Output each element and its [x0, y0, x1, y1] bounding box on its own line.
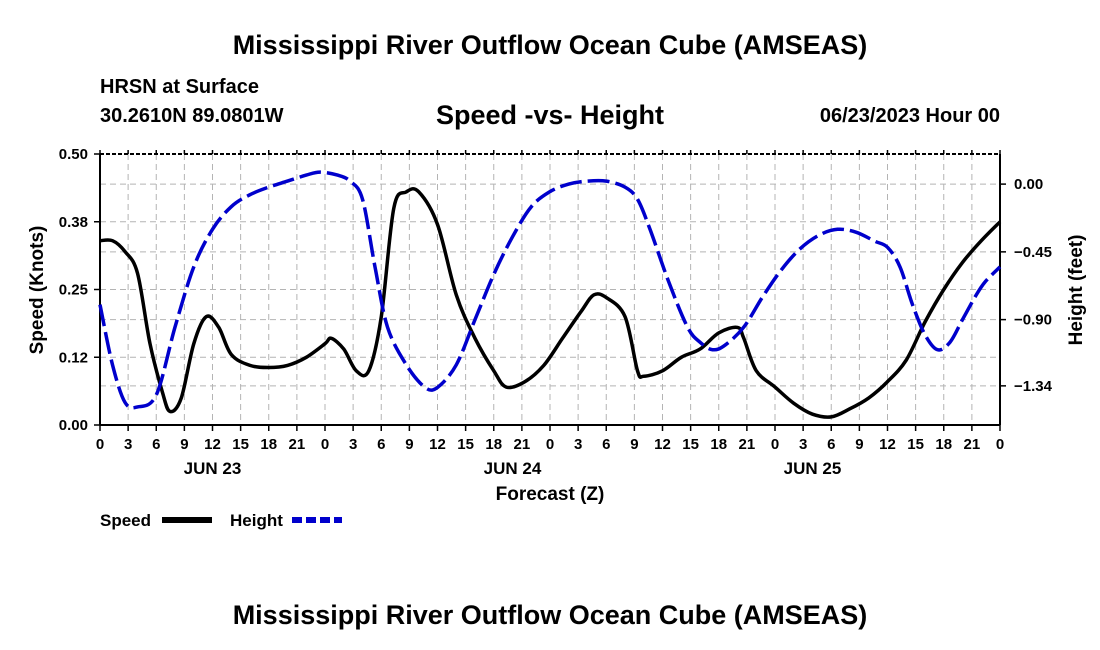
- x-tick-label: 6: [602, 436, 610, 453]
- x-tick-label: 0: [771, 436, 779, 453]
- x-tick-label: 0: [546, 436, 554, 453]
- x-tick-label: 12: [654, 436, 671, 453]
- x-day-label: JUN 24: [484, 459, 542, 478]
- x-tick-label: 0: [996, 436, 1004, 453]
- y-right-tick-label: −1.34: [1014, 378, 1053, 395]
- y-left-tick-label: 0.50: [59, 146, 88, 163]
- x-day-label: JUN 25: [784, 459, 842, 478]
- x-tick-label: 6: [377, 436, 385, 453]
- x-tick-label: 15: [232, 436, 249, 453]
- x-tick-label: 3: [799, 436, 807, 453]
- legend-height-label: Height: [230, 511, 283, 530]
- grid: [100, 154, 1000, 425]
- y-right-tick-label: 0.00: [1014, 176, 1043, 193]
- x-axis-label: Forecast (Z): [496, 484, 605, 505]
- x-tick-label: 0: [96, 436, 104, 453]
- x-tick-label: 15: [457, 436, 474, 453]
- chart-subtitle: Speed -vs- Height: [435, 100, 665, 130]
- x-tick-label: 15: [682, 436, 699, 453]
- series-layer: [98, 170, 1002, 419]
- legend-speed-label: Speed: [100, 511, 151, 530]
- height-series-line: [98, 170, 1002, 410]
- x-tick-label: 3: [349, 436, 357, 453]
- y-axis-right-label: Height (feet): [1066, 235, 1087, 346]
- x-tick-label: 9: [180, 436, 188, 453]
- x-tick-label: 15: [907, 436, 924, 453]
- x-tick-label: 6: [827, 436, 835, 453]
- forecast-datestamp: 06/23/2023 Hour 00: [819, 105, 1000, 127]
- y-right-tick-label: −0.90: [1014, 312, 1052, 329]
- y-left-tick-label: 0.00: [59, 417, 88, 434]
- axes: 0 3 6 9 12 15 18 21 0 3 6 9 12 15 18 21 0 3 6 9 12 15 18 21 0 3 6 9…: [59, 146, 1053, 478]
- x-tick-label: 12: [429, 436, 446, 453]
- y-left-tick-label: 0.38: [59, 214, 88, 231]
- x-tick-label: 21: [289, 436, 306, 453]
- legend: Speed Height: [100, 511, 342, 530]
- x-tick-label: 21: [964, 436, 981, 453]
- x-tick-label: 18: [260, 436, 277, 453]
- y-left-tick-label: 0.12: [59, 349, 88, 366]
- x-tick-label: 18: [710, 436, 727, 453]
- y-left-tick-label: 0.25: [59, 282, 88, 299]
- station-label: HRSN at Surface: [100, 76, 259, 98]
- x-tick-label: 6: [152, 436, 160, 453]
- speed-series-line: [99, 187, 1002, 419]
- x-day-label: JUN 23: [184, 459, 242, 478]
- x-tick-label: 3: [574, 436, 582, 453]
- coordinates-label: 30.2610N 89.0801W: [100, 105, 284, 127]
- x-tick-label: 12: [879, 436, 896, 453]
- x-tick-label: 21: [514, 436, 531, 453]
- x-tick-label: 18: [935, 436, 952, 453]
- x-tick-label: 9: [405, 436, 413, 453]
- x-tick-label: 21: [739, 436, 756, 453]
- footer-title: Mississippi River Outflow Ocean Cube (AM…: [232, 600, 868, 630]
- x-tick-label: 9: [630, 436, 638, 453]
- x-tick-label: 3: [124, 436, 132, 453]
- y-axis-left-label: Speed (Knots): [27, 226, 48, 355]
- y-right-tick-label: −0.45: [1014, 244, 1052, 261]
- main-title: Mississippi River Outflow Ocean Cube (AM…: [232, 30, 868, 60]
- x-tick-label: 12: [204, 436, 221, 453]
- x-tick-label: 0: [321, 436, 329, 453]
- x-tick-label: 9: [855, 436, 863, 453]
- x-tick-label: 18: [485, 436, 502, 453]
